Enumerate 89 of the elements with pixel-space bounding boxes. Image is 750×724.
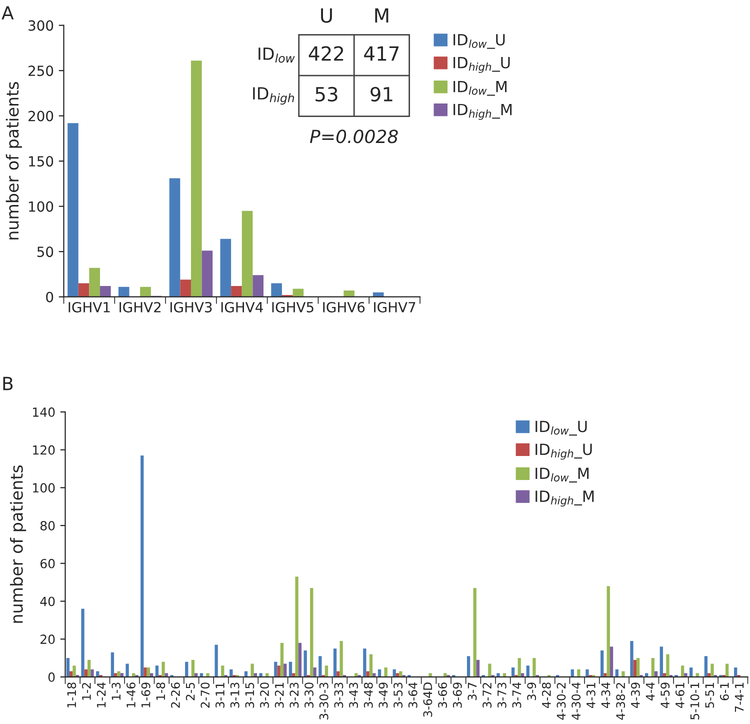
y-tick-label: 120 (33, 445, 55, 455)
x-tick-label: 1-2 (82, 682, 91, 700)
text: B (3, 376, 13, 390)
x-tick-label: 3-69 (452, 682, 462, 708)
y-tick-label: 40 (40, 596, 55, 606)
x-tick-label: 3-43 (349, 682, 358, 708)
x-tick-label: 3-15 (245, 682, 254, 708)
x-tick-label: IGHV5 (272, 302, 314, 312)
x-tick-label: 4-39 (630, 682, 640, 708)
x-tick-label: 1-24 (96, 682, 106, 708)
x-tick-label: 3-7 (468, 682, 477, 700)
x-tick-label: 5-51 (705, 682, 714, 708)
x-tick-label: 1-18 (67, 682, 76, 708)
x-tick-label: 3-64 (408, 682, 418, 708)
y-tick-label: 140 (33, 407, 55, 417)
y-axis-title: number of patients (10, 465, 26, 623)
x-tick-label: IGHV7 (374, 302, 416, 312)
x-tick-label: 3-21 (274, 682, 284, 708)
legend-label: ID$_{high}$_M (536, 490, 594, 507)
y-tick-label: 80 (40, 520, 55, 530)
x-tick-label: 3-49 (378, 682, 388, 708)
y-tick-label: 60 (40, 558, 55, 568)
x-tick-label: 1-8 (156, 682, 166, 700)
x-tick-label: 3-66 (438, 682, 448, 708)
x-tick-label: 3-64D (423, 682, 432, 717)
x-tick-label: 4-31 (586, 682, 596, 708)
x-tick-label: 4-28 (542, 682, 551, 708)
x-tick-label: 4-61 (675, 682, 684, 708)
annotation: 91 (370, 86, 392, 102)
legend-label: ID$_{high}$_M (454, 104, 512, 120)
x-tick-label: IGHV4 (221, 302, 263, 312)
x-tick-label: 3-30 (304, 682, 314, 708)
x-tick-label: IGHV2 (120, 302, 161, 312)
text: A (2, 6, 14, 20)
y-tick-label: 50 (37, 246, 54, 258)
x-tick-label: 3-23 (290, 682, 299, 708)
legend-label: ID$_{low}$_M (454, 81, 507, 96)
x-tick-label: 4-30-2 (556, 682, 566, 720)
x-tick-label: 4-4 (646, 682, 655, 701)
x-tick-label: 1-3 (112, 682, 121, 700)
x-tick-label: 3-13 (230, 682, 240, 708)
x-tick-label: 2-26 (171, 682, 180, 708)
y-tick-label: 200 (28, 110, 54, 122)
annotation: 53 (316, 86, 338, 102)
y-tick-label: 100 (29, 201, 54, 212)
annotation: P=0.0028 (310, 130, 398, 144)
legend-label: ID$_{low}$_M (536, 468, 589, 483)
x-tick-label: 3-11 (216, 682, 224, 708)
y-tick-label: 0 (46, 292, 54, 302)
x-tick-label: IGHV6 (323, 302, 365, 312)
x-tick-label: 3-73 (497, 682, 506, 708)
annotation: 417 (364, 46, 399, 61)
x-tick-label: 3-74 (512, 682, 522, 708)
x-tick-label: 3-20 (260, 682, 269, 708)
x-tick-label: 3-33 (334, 682, 344, 708)
annotation: ID$_{low}$ (258, 48, 295, 63)
x-tick-label: 4-59 (660, 682, 670, 708)
y-tick-label: 300 (28, 20, 54, 31)
legend-label: ID$_{high}$_U (454, 57, 510, 73)
x-tick-label: 4-30-4 (572, 682, 581, 720)
text: M (375, 8, 388, 23)
y-axis-title: number of patients (6, 82, 22, 240)
y-tick-label: 0 (48, 672, 55, 682)
y-tick-label: 100 (33, 483, 55, 493)
x-tick-label: 5-10-1 (690, 682, 700, 720)
x-tick-label: 6-1 (720, 682, 729, 700)
x-tick-label: 3-30-3 (319, 682, 328, 720)
annotation: 422 (308, 46, 344, 61)
x-tick-label: 1-69 (141, 682, 150, 708)
y-tick-label: 250 (28, 66, 54, 76)
legend-label: ID$_{low}$_U (454, 34, 505, 49)
y-tick-label: 150 (29, 156, 54, 167)
x-tick-label: 1-46 (126, 682, 136, 708)
text: U (321, 8, 332, 23)
x-tick-label: 3-53 (394, 682, 403, 708)
annotation: ID$_{high}$ (253, 87, 294, 105)
x-tick-label: 4-38-2 (616, 682, 626, 720)
x-tick-label: 3-48 (364, 682, 373, 708)
x-tick-label: IGHV3 (170, 302, 212, 312)
x-tick-label: 7-4-1 (734, 682, 744, 712)
x-tick-label: 3-72 (482, 682, 492, 708)
x-tick-label: 3-9 (527, 682, 536, 700)
x-tick-label: 2-5 (186, 682, 195, 700)
x-tick-label: 2-70 (200, 682, 210, 708)
legend-label: ID$_{low}$_U (536, 420, 587, 436)
y-tick-label: 20 (40, 634, 55, 644)
x-tick-label: 4-34 (601, 682, 610, 708)
x-tick-label: IGHV1 (68, 302, 110, 312)
legend-label: ID$_{high}$_U (536, 444, 592, 460)
